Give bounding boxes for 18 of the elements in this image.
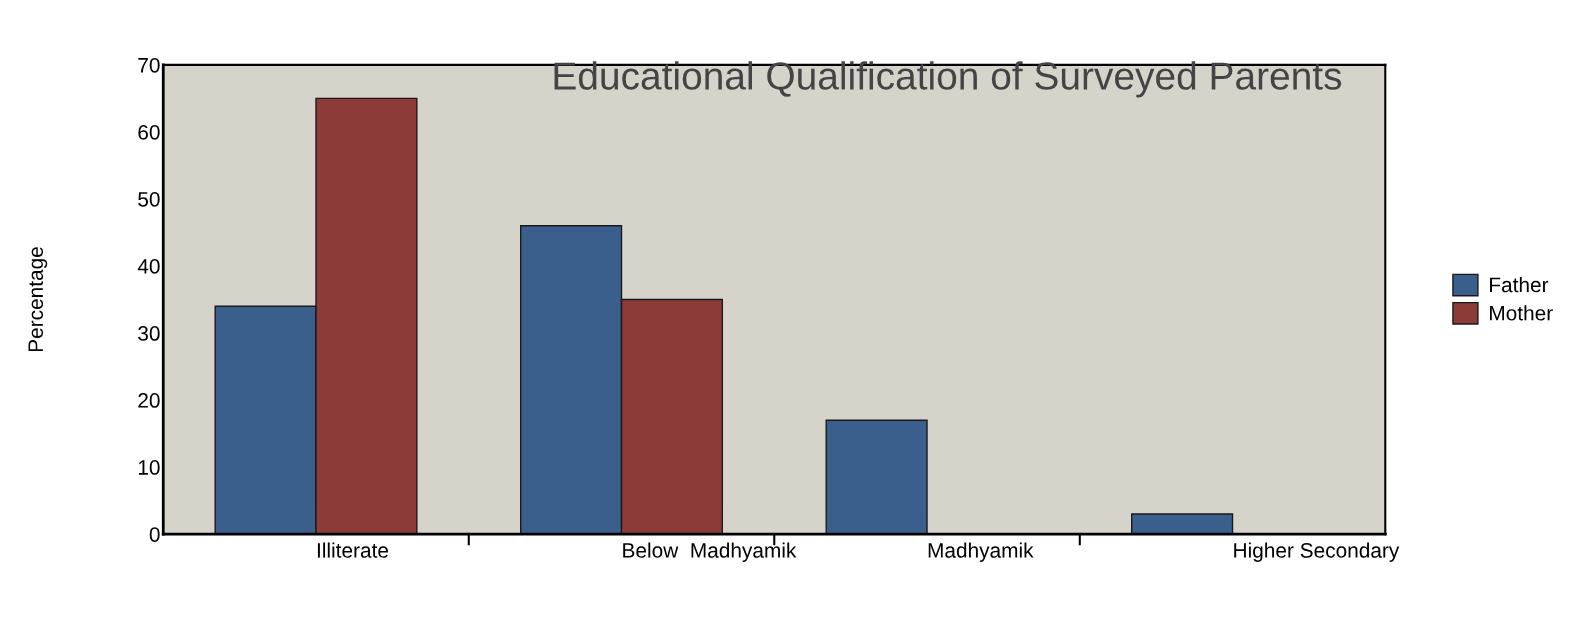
chart-title: Educational Qualification of Surveyed Parents	[554, 61, 1342, 98]
y-tick-label: 60	[138, 124, 160, 140]
x-tick-label: Illiterate	[317, 542, 389, 558]
bar	[825, 419, 928, 535]
y-tick-label: 30	[138, 326, 160, 341]
y-axis-title: Percentage	[28, 247, 48, 352]
y-tick-label: 20	[138, 393, 160, 408]
x-tick-label: Below Madhyamik	[623, 542, 797, 562]
legend-label: Father	[1490, 276, 1549, 293]
y-tick-label: 10	[138, 460, 160, 475]
y-tick-label: 0	[149, 527, 160, 542]
y-tick-label: 50	[138, 191, 160, 207]
y-tick-label: 40	[137, 259, 160, 274]
x-tick-label: Madhyamik	[928, 542, 1034, 562]
y-tick-label: 70	[138, 57, 160, 73]
legend-label: Mother	[1490, 305, 1553, 321]
bar	[1131, 513, 1234, 535]
x-tick-label: Higher Secondary	[1234, 542, 1400, 562]
